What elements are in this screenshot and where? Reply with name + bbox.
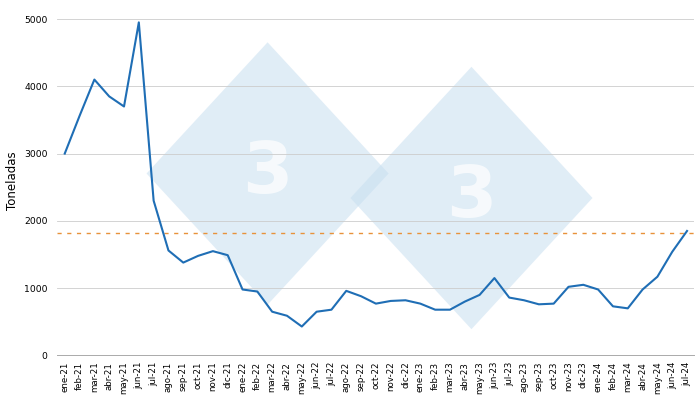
Text: 3: 3 bbox=[242, 139, 293, 208]
Polygon shape bbox=[146, 42, 388, 305]
Y-axis label: Toneladas: Toneladas bbox=[6, 151, 19, 210]
Text: 3: 3 bbox=[447, 164, 496, 232]
Polygon shape bbox=[351, 67, 592, 329]
